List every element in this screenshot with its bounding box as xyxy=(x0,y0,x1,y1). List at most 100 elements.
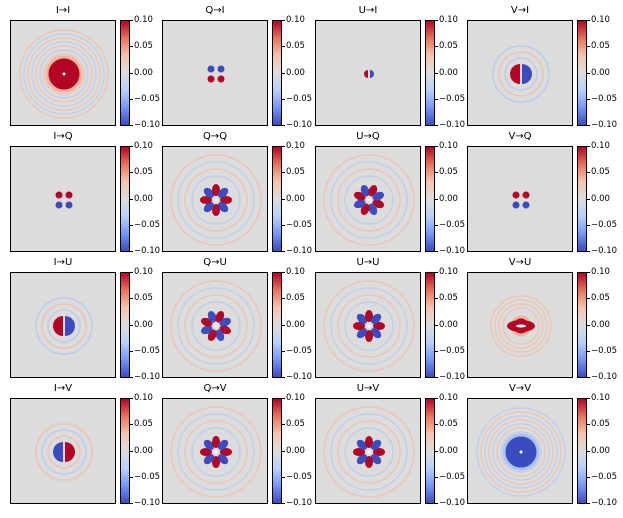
heatmap-feature-5-5 xyxy=(217,201,229,213)
colorbar-tick-label: 0.10 xyxy=(286,15,305,25)
colorbar-tick xyxy=(587,272,590,273)
colorbar-tick-label: 0.00 xyxy=(286,319,305,330)
colorbar-tick-label: 0.05 xyxy=(591,167,610,178)
heatmap-feature-14-0 xyxy=(344,427,394,477)
colorbar-tick-label: 0.10 xyxy=(591,141,610,151)
colorbar-tick-label: −0.10 xyxy=(134,498,161,508)
heatmap-feature-8-4 xyxy=(65,316,75,336)
heatmap-panel xyxy=(467,398,573,504)
heatmap-feature-9-3 xyxy=(170,280,262,372)
colorbar-tick-label: −0.10 xyxy=(439,246,466,256)
heatmap-feature-12-3 xyxy=(53,442,63,462)
heatmap-feature-14-6 xyxy=(365,456,373,468)
colorbar-tick xyxy=(587,398,590,399)
heatmap-feature-15-3 xyxy=(488,419,554,485)
heatmap-feature-9-12 xyxy=(214,324,218,328)
subplot-title: U→I xyxy=(358,5,378,16)
colorbar-tick-label: −0.05 xyxy=(439,471,466,482)
colorbar-tick-label: 0.05 xyxy=(591,419,610,430)
heatmap-panel xyxy=(162,398,268,504)
colorbar-tick-label: −0.10 xyxy=(134,246,161,256)
colorbar-tick xyxy=(587,298,590,300)
heatmap-feature-11-6 xyxy=(516,324,526,328)
colorbar-tick xyxy=(282,198,285,200)
heatmap-feature-14-11 xyxy=(370,439,382,451)
heatmap-feature-5-10 xyxy=(212,184,220,196)
heatmap-feature-15-4 xyxy=(492,423,550,481)
heatmap-feature-13-7 xyxy=(203,453,215,465)
heatmap-feature-13-4 xyxy=(220,448,232,456)
subplot: U→I 0.10 0.05 0.00 −0.05 −0.10 xyxy=(315,5,465,140)
colorbar-tick-label: 0.05 xyxy=(591,41,610,52)
colorbar-tick-label: −0.10 xyxy=(591,498,618,508)
subplot-title: Q→V xyxy=(203,383,227,394)
heatmap-feature-0-2 xyxy=(27,37,101,111)
colorbar-tick-label: 0.00 xyxy=(439,67,458,78)
heatmap-feature-13-10 xyxy=(212,436,220,448)
colorbar-tick-label: −0.05 xyxy=(286,219,313,230)
colorbar-tick xyxy=(130,324,133,326)
heatmap-panel xyxy=(315,20,421,126)
heatmap-feature-12-0 xyxy=(47,435,81,469)
heatmap-feature-3-1 xyxy=(498,51,544,97)
heatmap-feature-13-11 xyxy=(217,439,229,451)
heatmap-feature-14-8 xyxy=(353,448,365,456)
subplot: V→Q 0.10 0.05 0.00 −0.05 −0.10 xyxy=(467,131,617,266)
colorbar-tick xyxy=(130,450,133,452)
colorbar-tick xyxy=(130,98,133,100)
subplot-title: Q→U xyxy=(203,257,227,268)
colorbar-tick xyxy=(435,476,438,478)
heatmap-image xyxy=(170,280,262,372)
heatmap-panel xyxy=(467,272,573,378)
heatmap-feature-13-1 xyxy=(184,420,248,484)
heatmap-panel xyxy=(10,398,116,504)
heatmap-feature-5-4 xyxy=(220,196,232,204)
colorbar-tick xyxy=(130,125,133,126)
colorbar-tick-label: 0.00 xyxy=(286,445,305,456)
colorbar-tick xyxy=(435,46,438,48)
colorbar-tick-label: 0.00 xyxy=(439,319,458,330)
heatmap-feature-12-4 xyxy=(65,442,75,462)
colorbar-tick-label: 0.05 xyxy=(134,41,153,52)
colorbar-tick xyxy=(435,377,438,378)
heatmap-feature-3-2 xyxy=(492,45,550,103)
heatmap-feature-9-5 xyxy=(215,329,225,341)
colorbar-tick-label: −0.10 xyxy=(439,498,466,508)
heatmap-image xyxy=(476,407,566,497)
subplot-title: U→V xyxy=(356,383,380,394)
colorbar-tick xyxy=(130,46,133,48)
heatmap-feature-13-6 xyxy=(212,456,220,468)
colorbar-tick-label: 0.10 xyxy=(134,267,153,277)
heatmap-feature-10-10 xyxy=(365,310,373,322)
colorbar-tick xyxy=(282,424,285,426)
heatmap-feature-10-3 xyxy=(323,280,415,372)
colorbar-tick-label: 0.00 xyxy=(591,67,610,78)
subplot-title: V→I xyxy=(510,5,530,16)
subplot-title: U→Q xyxy=(356,131,380,142)
colorbar-tick xyxy=(130,377,133,378)
subplot-title: Q→I xyxy=(205,5,225,16)
colorbar-tick xyxy=(282,224,285,226)
subplot: U→V 0.10 0.05 0.00 −0.05 −0.10 xyxy=(315,383,466,518)
colorbar-tick xyxy=(282,72,285,74)
colorbar-tick-label: 0.05 xyxy=(286,167,305,178)
heatmap-image xyxy=(364,70,374,78)
heatmap-feature-1-1 xyxy=(217,65,225,73)
heatmap-feature-14-10 xyxy=(365,436,373,448)
heatmap-feature-9-2 xyxy=(177,287,255,365)
heatmap-feature-12-1 xyxy=(41,429,87,475)
heatmap-feature-14-4 xyxy=(373,448,385,456)
heatmap-image xyxy=(55,191,73,209)
subplot-title: V→U xyxy=(508,257,532,268)
colorbar xyxy=(577,146,587,252)
colorbar-tick-label: 0.00 xyxy=(591,193,610,204)
colorbar xyxy=(272,20,282,126)
heatmap-feature-7-2 xyxy=(512,201,520,209)
heatmap-feature-7-0 xyxy=(512,191,520,199)
colorbar-tick xyxy=(282,125,285,126)
colorbar-tick xyxy=(435,98,438,100)
heatmap-image xyxy=(35,423,93,481)
colorbar-tick-label: −0.05 xyxy=(134,345,161,356)
colorbar-tick xyxy=(130,476,133,478)
colorbar-tick xyxy=(435,172,438,174)
